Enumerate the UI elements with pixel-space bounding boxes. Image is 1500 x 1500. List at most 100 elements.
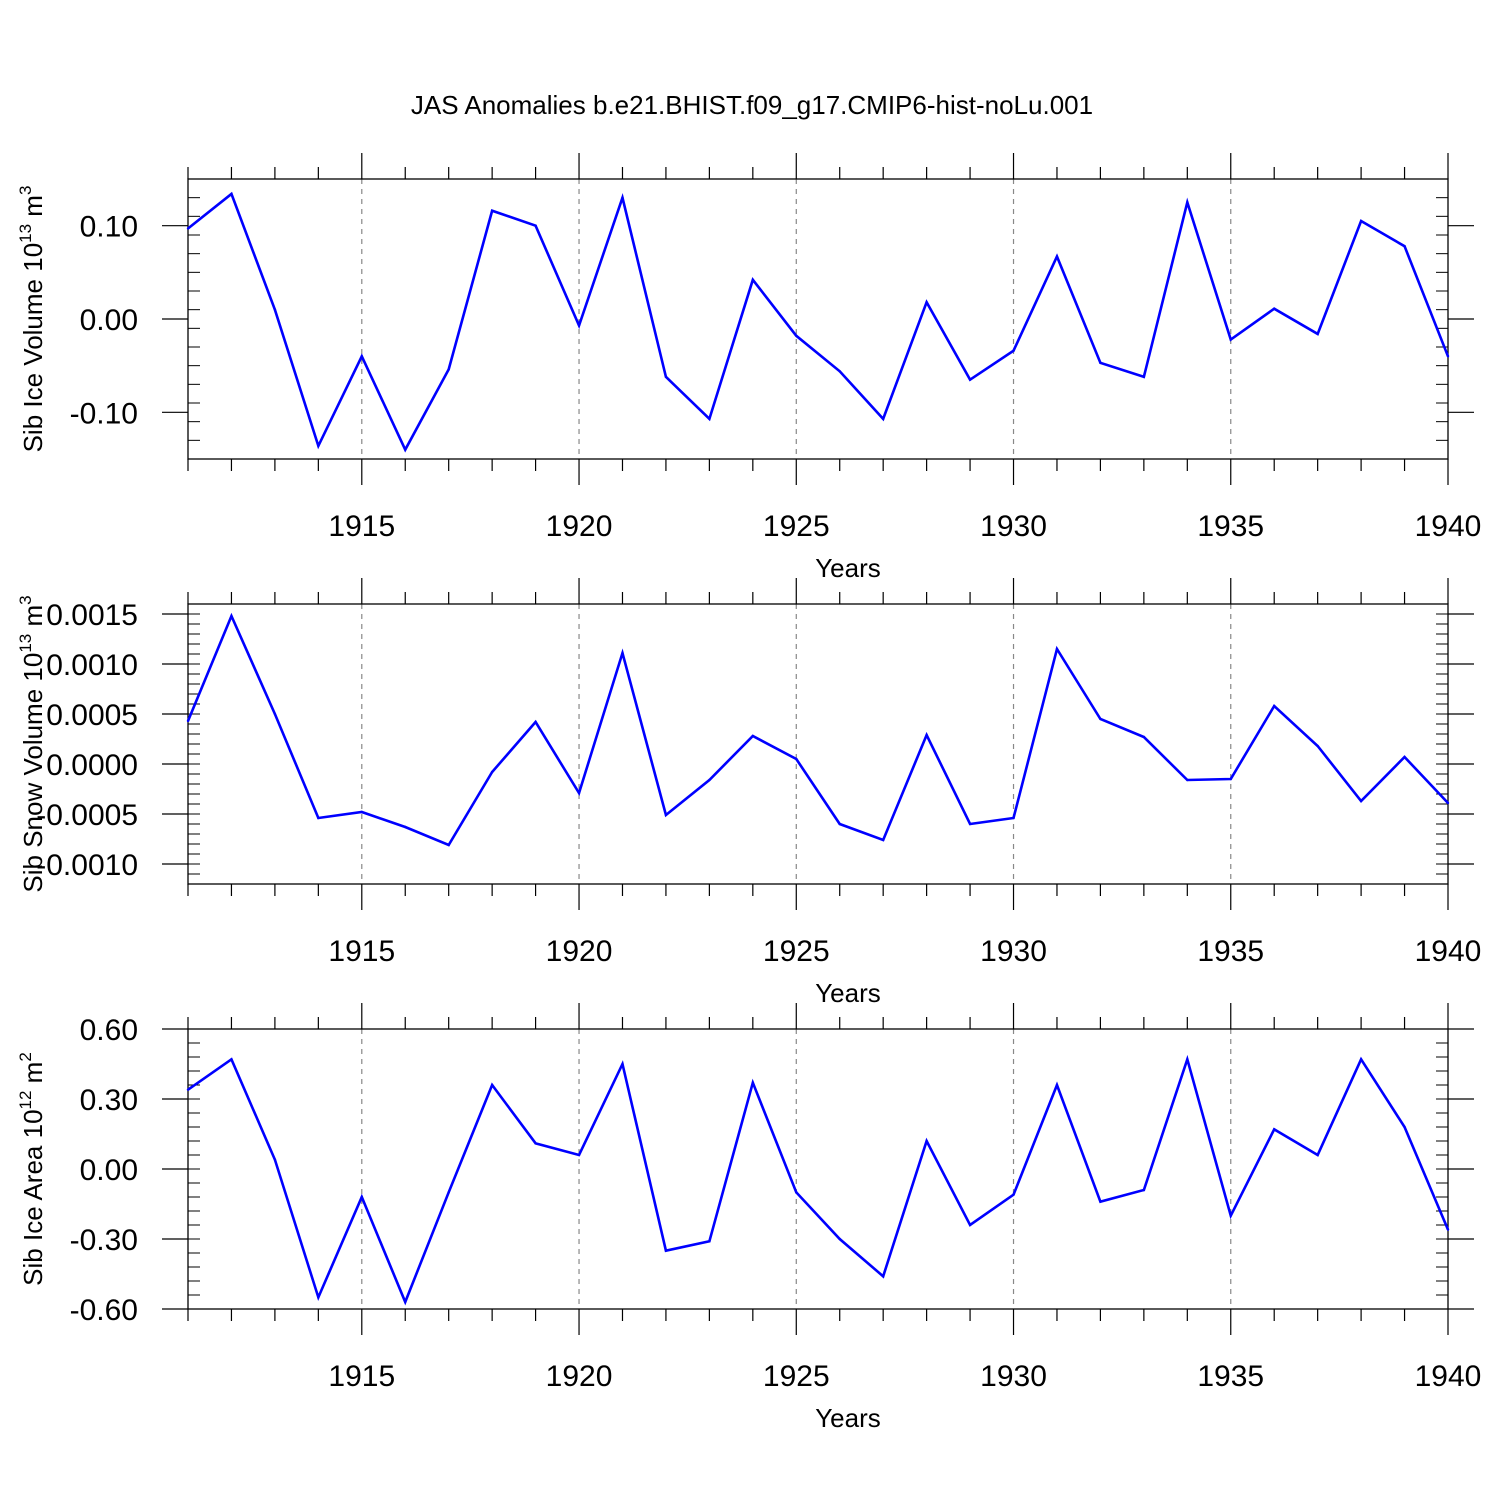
data-point xyxy=(751,278,755,281)
data-point xyxy=(1186,1058,1189,1061)
data-point xyxy=(317,1296,320,1299)
y-axis-label-exponent: 12 xyxy=(16,1091,35,1110)
y-tick-label: -0.60 xyxy=(70,1294,138,1327)
data-point xyxy=(1229,777,1232,781)
data-point xyxy=(577,1153,581,1157)
data-point xyxy=(1403,1125,1406,1129)
data-point xyxy=(968,822,972,826)
data-point xyxy=(621,651,624,655)
data-point xyxy=(1403,245,1406,248)
y-tick-label: -0.0005 xyxy=(36,799,138,832)
data-point xyxy=(360,810,363,814)
data-point xyxy=(968,1223,972,1227)
data-point xyxy=(273,1158,277,1161)
data-point xyxy=(1055,255,1059,258)
data-point xyxy=(1446,1228,1450,1231)
x-tick-label: 1915 xyxy=(328,935,395,968)
data-point xyxy=(317,816,320,820)
data-point xyxy=(881,417,885,421)
data-point xyxy=(968,378,972,381)
x-axis-label: Years xyxy=(815,1403,881,1433)
data-point xyxy=(621,196,624,199)
panel-3: -0.60 -0.30 0.00 0.30 0.60 1915 1920 1925 1930 19… xyxy=(16,1003,1481,1433)
data-point xyxy=(1273,1128,1276,1131)
x-tick-label: 1930 xyxy=(980,510,1047,543)
data-point xyxy=(664,813,668,817)
data-point xyxy=(447,1191,450,1194)
y-axis-label-main: Sib Ice Volume 10 xyxy=(18,243,48,453)
y-axis-label-unit-exponent: 2 xyxy=(16,1052,35,1061)
figure-title: JAS Anomalies b.e21.BHIST.f09_g17.CMIP6-… xyxy=(411,90,1093,120)
data-point xyxy=(1186,201,1189,204)
data-point xyxy=(317,444,320,448)
data-point xyxy=(1316,744,1319,748)
x-tick-label: 1915 xyxy=(328,1360,395,1393)
data-point xyxy=(1229,338,1232,341)
y-axis-label-unit: m xyxy=(18,605,48,634)
data-point xyxy=(881,838,885,842)
data-point xyxy=(664,1249,668,1252)
y-axis-label: Sib Ice Area 1012 m2 xyxy=(16,1052,48,1286)
y-tick-label: 0.00 xyxy=(80,304,138,337)
panel-2: -0.0010 -0.0005 0.0000 0.0005 0.0010 0.0015 19… xyxy=(16,578,1481,1008)
data-point xyxy=(838,370,841,373)
data-point xyxy=(1012,816,1015,820)
data-point xyxy=(1359,1058,1363,1061)
x-tick-label: 1940 xyxy=(1415,510,1482,543)
y-tick-label: 0.0010 xyxy=(46,649,138,682)
data-point xyxy=(1316,332,1319,336)
data-point xyxy=(838,822,841,826)
series-line xyxy=(187,1054,1450,1306)
data-point xyxy=(1099,717,1102,721)
data-point xyxy=(881,1275,885,1278)
data-point xyxy=(1012,349,1015,352)
data-point xyxy=(751,734,755,738)
data-point xyxy=(708,1240,711,1243)
y-axis-label-exponent: 13 xyxy=(16,224,35,243)
data-point xyxy=(1012,1193,1015,1196)
data-point xyxy=(1359,799,1363,803)
y-tick-label: -0.0010 xyxy=(36,849,138,882)
y-tick-label: 0.0000 xyxy=(46,749,138,782)
series-line xyxy=(187,191,1450,453)
panel-1: -0.10 0.00 0.10 1915 1920 1925 1930 1935 1940 Yea… xyxy=(16,153,1481,583)
data-point xyxy=(490,1083,494,1087)
y-axis-label: Sib Ice Volume 1013 m3 xyxy=(16,186,48,453)
data-point xyxy=(230,614,233,618)
x-tick-label: 1920 xyxy=(546,1360,613,1393)
data-point xyxy=(360,1195,363,1199)
data-point xyxy=(230,192,233,196)
x-tick-label: 1930 xyxy=(980,935,1047,968)
y-tick-label: 0.0005 xyxy=(46,699,138,732)
data-point xyxy=(360,355,363,358)
x-tick-label: 1940 xyxy=(1415,935,1482,968)
data-point xyxy=(447,843,450,847)
data-point xyxy=(1273,307,1276,310)
data-point xyxy=(186,1088,190,1091)
data-point xyxy=(795,757,798,761)
data-point xyxy=(186,227,190,230)
y-tick-label: -0.10 xyxy=(70,397,138,430)
y-axis-label-exponent: 13 xyxy=(16,634,35,653)
data-point xyxy=(490,770,494,774)
x-tick-label: 1920 xyxy=(546,935,613,968)
data-point xyxy=(664,375,668,379)
data-point xyxy=(490,209,494,212)
data-point xyxy=(1099,361,1102,365)
data-point xyxy=(708,417,711,421)
x-tick-label: 1920 xyxy=(546,510,613,543)
y-axis-label-unit-exponent: 3 xyxy=(16,595,35,604)
x-tick-label: 1935 xyxy=(1197,1360,1264,1393)
y-axis-label-unit: m xyxy=(18,195,48,224)
data-point xyxy=(1055,1083,1059,1087)
y-tick-label: 0.60 xyxy=(80,1014,138,1047)
y-tick-label: -0.30 xyxy=(70,1224,138,1257)
data-point xyxy=(708,778,711,782)
x-tick-label: 1935 xyxy=(1197,510,1264,543)
data-point xyxy=(1142,735,1146,739)
data-point xyxy=(1099,1200,1102,1203)
data-point xyxy=(273,712,277,716)
data-point xyxy=(230,1058,233,1061)
series-line xyxy=(186,612,1449,847)
